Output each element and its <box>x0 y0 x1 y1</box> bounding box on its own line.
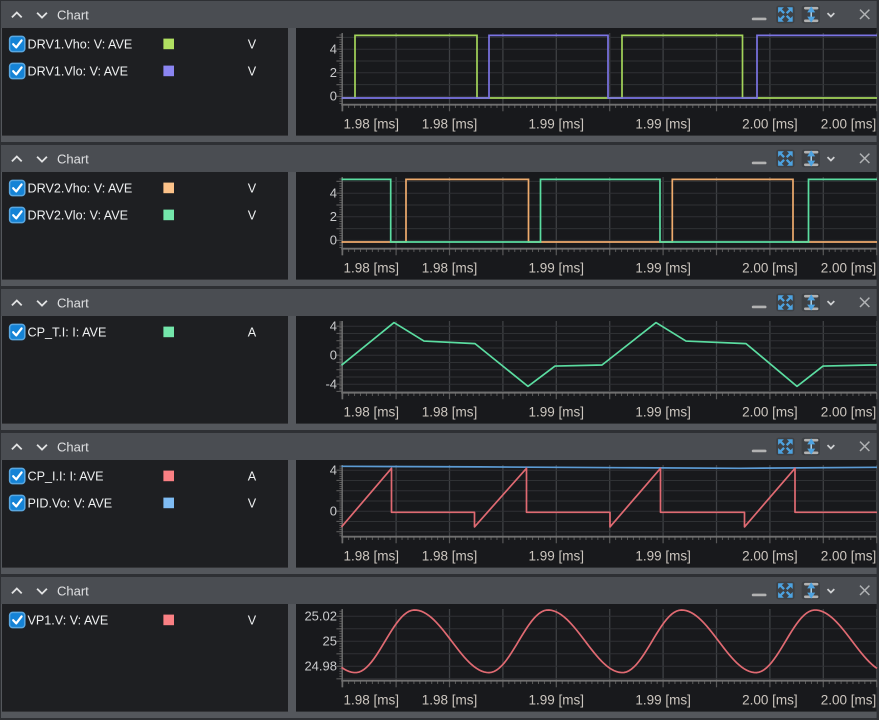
svg-text:1.99 [ms]: 1.99 [ms] <box>635 117 691 132</box>
svg-text:1.98 [ms]: 1.98 [ms] <box>344 693 400 708</box>
svg-text:A: A <box>248 469 257 483</box>
svg-text:V: V <box>248 613 257 627</box>
svg-text:4: 4 <box>330 42 337 57</box>
svg-text:VP1.V: V: AVE: VP1.V: V: AVE <box>28 613 109 627</box>
svg-text:1.99 [ms]: 1.99 [ms] <box>529 549 585 564</box>
svg-text:2.00 [ms]: 2.00 [ms] <box>821 693 877 708</box>
svg-text:1.98 [ms]: 1.98 [ms] <box>422 693 478 708</box>
svg-text:24.98: 24.98 <box>304 659 337 674</box>
svg-text:4: 4 <box>330 186 337 201</box>
svg-text:V: V <box>248 64 257 78</box>
svg-text:1.99 [ms]: 1.99 [ms] <box>635 405 691 420</box>
svg-text:V: V <box>248 37 257 51</box>
svg-text:1.99 [ms]: 1.99 [ms] <box>529 405 585 420</box>
svg-text:A: A <box>248 325 257 339</box>
svg-text:2.00 [ms]: 2.00 [ms] <box>742 549 798 564</box>
svg-text:2.00 [ms]: 2.00 [ms] <box>821 549 877 564</box>
svg-text:1.98 [ms]: 1.98 [ms] <box>344 405 400 420</box>
svg-text:1.98 [ms]: 1.98 [ms] <box>422 117 478 132</box>
svg-text:2.00 [ms]: 2.00 [ms] <box>821 261 877 276</box>
svg-text:Chart: Chart <box>57 8 89 23</box>
svg-text:CP_I.I: I: AVE: CP_I.I: I: AVE <box>28 469 104 483</box>
svg-text:PID.Vo: V: AVE: PID.Vo: V: AVE <box>28 496 113 510</box>
svg-text:2.00 [ms]: 2.00 [ms] <box>742 117 798 132</box>
svg-text:CP_T.I: I: AVE: CP_T.I: I: AVE <box>28 325 107 339</box>
svg-text:0: 0 <box>330 89 337 104</box>
svg-text:2: 2 <box>330 209 337 224</box>
svg-text:2.00 [ms]: 2.00 [ms] <box>742 693 798 708</box>
svg-text:Chart: Chart <box>57 584 89 599</box>
svg-text:DRV1.Vho: V: AVE: DRV1.Vho: V: AVE <box>28 37 133 51</box>
svg-text:DRV2.Vho: V: AVE: DRV2.Vho: V: AVE <box>28 181 133 195</box>
svg-text:V: V <box>248 181 257 195</box>
svg-text:25: 25 <box>323 634 337 649</box>
svg-text:-4: -4 <box>325 377 337 392</box>
svg-text:1.98 [ms]: 1.98 [ms] <box>344 549 400 564</box>
svg-text:1.98 [ms]: 1.98 [ms] <box>422 261 478 276</box>
svg-text:25.02: 25.02 <box>304 609 337 624</box>
svg-text:0: 0 <box>330 504 337 519</box>
svg-text:1.98 [ms]: 1.98 [ms] <box>344 261 400 276</box>
svg-text:2.00 [ms]: 2.00 [ms] <box>742 261 798 276</box>
svg-text:V: V <box>248 496 257 510</box>
svg-text:Chart: Chart <box>57 296 89 311</box>
svg-text:1.99 [ms]: 1.99 [ms] <box>529 261 585 276</box>
svg-text:4: 4 <box>330 319 337 334</box>
svg-text:2.00 [ms]: 2.00 [ms] <box>742 405 798 420</box>
svg-text:4: 4 <box>330 463 337 478</box>
svg-text:1.99 [ms]: 1.99 [ms] <box>635 261 691 276</box>
svg-text:0: 0 <box>330 233 337 248</box>
svg-text:1.98 [ms]: 1.98 [ms] <box>422 549 478 564</box>
svg-text:1.98 [ms]: 1.98 [ms] <box>344 117 400 132</box>
svg-text:1.98 [ms]: 1.98 [ms] <box>422 405 478 420</box>
svg-text:V: V <box>248 208 257 222</box>
svg-text:DRV1.Vlo: V: AVE: DRV1.Vlo: V: AVE <box>28 64 129 78</box>
svg-text:1.99 [ms]: 1.99 [ms] <box>635 693 691 708</box>
svg-text:Chart: Chart <box>57 152 89 167</box>
svg-text:1.99 [ms]: 1.99 [ms] <box>529 693 585 708</box>
svg-text:2: 2 <box>330 65 337 80</box>
svg-text:Chart: Chart <box>57 440 89 455</box>
svg-text:DRV2.Vlo: V: AVE: DRV2.Vlo: V: AVE <box>28 208 129 222</box>
svg-text:1.99 [ms]: 1.99 [ms] <box>529 117 585 132</box>
svg-text:2.00 [ms]: 2.00 [ms] <box>821 117 877 132</box>
svg-text:2.00 [ms]: 2.00 [ms] <box>821 405 877 420</box>
svg-text:0: 0 <box>330 348 337 363</box>
svg-text:1.99 [ms]: 1.99 [ms] <box>635 549 691 564</box>
